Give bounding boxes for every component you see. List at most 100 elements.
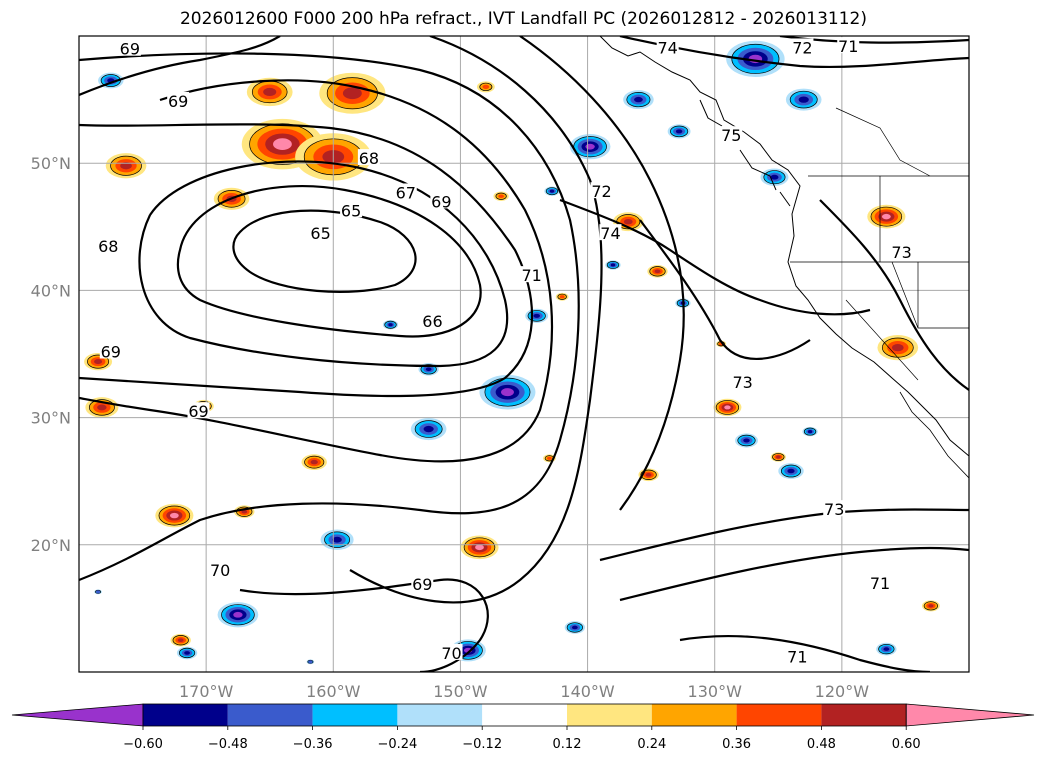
contour-label-mask [520, 266, 543, 283]
contour-label-mask [97, 236, 120, 253]
map-frame [78, 35, 970, 673]
positive-anomaly-patch [647, 265, 668, 278]
colorbar-tick-label: −0.24 [377, 737, 417, 752]
contour-label: 66 [422, 312, 442, 331]
contour-label-mask [309, 224, 332, 241]
negative-anomaly-patch [605, 260, 621, 270]
colorbar-segment [736, 704, 822, 726]
lat-tick-label: 50°N [31, 154, 71, 173]
colorbar-segment [312, 704, 398, 726]
contour-label: 69 [101, 342, 121, 361]
positive-anomaly-patch [246, 77, 293, 107]
positive-anomaly-patch [877, 335, 919, 361]
contour-label: 69 [412, 575, 432, 594]
negative-anomaly-patch [785, 88, 822, 111]
figure-title: 2026012600 F000 200 hPa refract., IVT La… [179, 9, 867, 29]
lon-tick-label: 130°W [688, 682, 743, 701]
contour-label: 73 [891, 243, 911, 262]
colorbar-tick-label: −0.12 [462, 737, 502, 752]
contour-label-mask [340, 201, 363, 218]
contour-label: 72 [591, 182, 611, 201]
contour-label: 68 [98, 237, 118, 256]
state-borders [790, 107, 969, 381]
colorbar-segment [227, 704, 313, 726]
negative-anomaly-patch [623, 90, 654, 110]
positive-anomaly-patch [555, 292, 569, 301]
positive-anomaly-patch [476, 81, 495, 93]
colorbar-extend-high [905, 703, 1035, 727]
negative-anomaly-patch [176, 646, 198, 660]
contour-69-north [79, 36, 281, 97]
isoline-layer [79, 36, 969, 672]
negative-anomaly-patch [479, 374, 536, 410]
mexico-coast [899, 391, 969, 479]
contour-label: 71 [521, 266, 541, 285]
negative-anomaly-patch [760, 168, 789, 186]
colorbar-segment [143, 704, 228, 726]
contour-label-mask [823, 500, 846, 517]
contour-label-mask [791, 38, 814, 55]
lon-tick-label: 150°W [433, 682, 488, 701]
colorbar-segment [567, 704, 652, 726]
longitude-tick-labels: 170°W 160°W 150°W 140°W 130°W 120°W [179, 682, 869, 701]
positive-anomaly-patch [713, 398, 742, 417]
contour-label: 71 [870, 574, 890, 593]
positive-anomaly-patch [85, 397, 119, 418]
contour-label-mask [187, 402, 210, 419]
contour-label: 75 [721, 126, 741, 145]
lat-tick-label: 30°N [31, 409, 71, 428]
lon-tick-label: 120°W [815, 682, 870, 701]
contour-label-mask [731, 372, 754, 389]
positive-anomaly-patch [770, 452, 786, 462]
contour-labels: 69 69 68 67 69 65 65 68 72 74 71 66 69 73 69 73 70 69 71 70… [97, 37, 913, 667]
contour-65-inner [232, 209, 417, 293]
coastline-north-america [599, 36, 969, 457]
positive-anomaly-patch [493, 191, 509, 202]
contour-71-a [349, 36, 603, 604]
contour-71-b [679, 634, 931, 672]
colorbar-tick-label: −0.60 [123, 737, 163, 752]
contour-label-mask [167, 91, 190, 108]
positive-anomaly-patch [460, 535, 499, 560]
lon-tick-label: 160°W [306, 682, 361, 701]
contour-label: 69 [168, 92, 188, 111]
colorbar-tick-label: 0.48 [807, 737, 836, 752]
negative-anomaly-patch [410, 418, 447, 441]
contour-label: 69 [431, 192, 451, 211]
lat-tick-label: 20°N [31, 536, 71, 555]
contour-69 [79, 79, 554, 463]
contour-label: 71 [838, 37, 858, 56]
graticule [79, 36, 969, 672]
contour-label-mask [357, 149, 380, 166]
positive-anomaly-patch [921, 600, 940, 612]
contour-label: 69 [120, 40, 140, 59]
negative-anomaly-patch [667, 124, 691, 139]
contour-73-coast [819, 199, 969, 391]
colorbar-segment [821, 704, 907, 726]
negative-anomaly-patch [876, 642, 897, 656]
colorbar-segment [651, 704, 737, 726]
negative-anomaly-patch [778, 463, 804, 479]
contour-label-mask [590, 182, 613, 199]
colorbar-tick-label: 0.24 [637, 737, 666, 752]
coastline-inlets [699, 99, 791, 207]
contour-label: 68 [359, 149, 379, 168]
lon-tick-label: 140°W [560, 682, 615, 701]
contour-label-mask [786, 647, 809, 664]
contour-70 [79, 52, 580, 582]
negative-anomaly-patch [802, 426, 818, 437]
contour-68 [79, 123, 534, 398]
contour-label: 67 [396, 183, 416, 202]
contour-label-mask [837, 37, 860, 54]
contour-label-mask [209, 561, 232, 578]
contour-label-mask [599, 224, 622, 241]
negative-anomaly-patch [320, 529, 354, 550]
lat-tick-label: 40°N [31, 281, 71, 300]
contour-73-a [639, 219, 811, 361]
colorbar-tick-label: 0.36 [722, 737, 751, 752]
contour-label: 74 [600, 224, 620, 243]
positive-anomaly-patch [319, 72, 386, 114]
colorbar-tick-label: −0.36 [293, 737, 333, 752]
negative-anomaly-patch [544, 186, 560, 196]
negative-anomaly-patch [525, 308, 549, 323]
